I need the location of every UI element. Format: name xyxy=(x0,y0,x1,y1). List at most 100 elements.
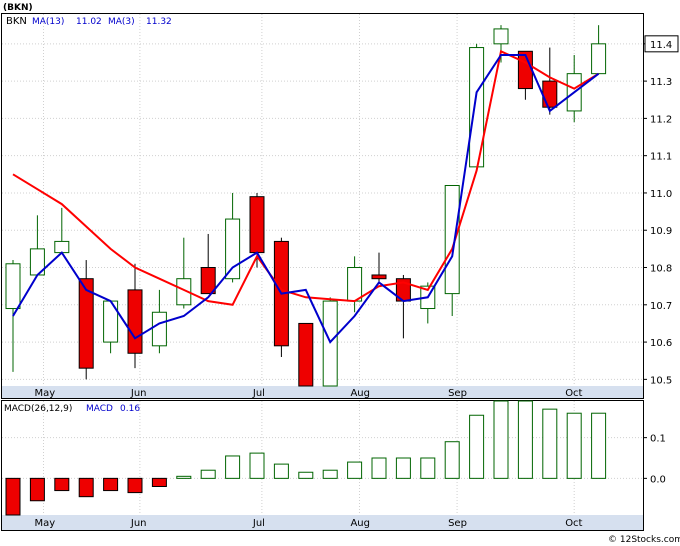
macd-month-label: Sep xyxy=(448,518,467,529)
price-tick-label: 10.9 xyxy=(650,226,672,237)
macd-bar xyxy=(566,412,582,479)
price-panel xyxy=(1,13,644,399)
macd-month-label: Aug xyxy=(350,518,370,529)
ma13-line xyxy=(12,49,600,306)
macd-bar xyxy=(176,475,192,479)
copyright-text: © 12Stocks.com xyxy=(608,535,680,545)
macd-legend: MACD(26,12,9) MACD 0.16 xyxy=(4,404,140,414)
candle-body xyxy=(298,322,314,387)
macd-panel xyxy=(1,400,644,531)
candle-body xyxy=(176,278,192,306)
macd-tick-label: 0.1 xyxy=(650,434,666,445)
candle-body xyxy=(200,267,216,295)
candle-body xyxy=(444,184,460,295)
candle xyxy=(78,260,94,380)
macd-bar xyxy=(542,408,558,479)
candle-body xyxy=(591,43,607,75)
candle-body xyxy=(5,263,21,310)
macd-bar xyxy=(444,441,460,479)
candle xyxy=(273,237,289,357)
macd-month-label: Oct xyxy=(565,518,582,529)
macd-month-label: Jun xyxy=(130,518,147,529)
price-tick-label: 10.7 xyxy=(650,301,672,312)
price-tick-label: 11.3 xyxy=(650,77,672,88)
macd-bar xyxy=(273,463,289,479)
macd-bar xyxy=(517,400,533,479)
legend-ma3-label: MA(3) xyxy=(108,17,135,27)
macd-bars xyxy=(5,400,607,516)
macd-legend-value: 0.16 xyxy=(120,404,140,414)
macd-bar xyxy=(322,469,338,479)
candle xyxy=(298,322,314,387)
candle-body xyxy=(127,289,143,354)
macd-bar xyxy=(493,400,509,479)
price-month-band xyxy=(2,386,643,398)
candle-body xyxy=(78,278,94,369)
ma3-line xyxy=(12,54,600,344)
macd-month-band xyxy=(2,515,643,530)
price-month-label: Aug xyxy=(350,388,370,399)
legend-ma13-value: 11.02 xyxy=(76,17,102,27)
candle-body xyxy=(542,80,558,108)
macd-bar xyxy=(29,477,45,502)
chart-title: (BKN) xyxy=(3,3,33,13)
candle-body xyxy=(225,218,241,280)
price-month-label: May xyxy=(35,388,56,399)
macd-bar xyxy=(78,477,94,498)
candle xyxy=(371,252,387,283)
candle-body xyxy=(371,274,387,280)
candle xyxy=(493,25,509,63)
price-tick-label: 11.1 xyxy=(650,152,672,163)
candle-body xyxy=(347,267,363,302)
candle xyxy=(127,263,143,369)
candle xyxy=(151,289,167,354)
macd-bar xyxy=(151,477,167,488)
macd-bar xyxy=(5,477,21,516)
macd-month-label: May xyxy=(35,518,56,529)
macd-bar xyxy=(103,477,119,492)
macd-bar xyxy=(225,455,241,479)
price-month-label: Jun xyxy=(130,388,147,399)
candle-body xyxy=(249,196,265,254)
price-tick-label: 11.0 xyxy=(650,189,672,200)
legend-ma13-label: MA(13) xyxy=(32,17,64,27)
macd-month-label: Jul xyxy=(252,518,265,529)
price-tick-label: 10.8 xyxy=(650,264,672,275)
candle xyxy=(176,237,192,309)
candle xyxy=(29,215,45,276)
legend-ma3-value: 11.32 xyxy=(146,17,172,27)
macd-bar xyxy=(347,461,363,479)
macd-bar xyxy=(298,471,314,479)
macd-bar xyxy=(420,457,436,479)
price-month-label: Sep xyxy=(448,388,467,399)
macd-bar xyxy=(395,457,411,479)
candle xyxy=(591,25,607,75)
candle xyxy=(347,256,363,313)
macd-bar xyxy=(200,469,216,479)
macd-tick-label: 0.0 xyxy=(650,474,666,485)
legend-symbol: BKN xyxy=(6,16,27,27)
price-month-label: Jul xyxy=(252,388,265,399)
macd-title: MACD(26,12,9) xyxy=(4,404,72,414)
last-price-label: 11.4 xyxy=(650,40,672,51)
price-month-axis: May Jun Jul Aug Sep Oct xyxy=(2,386,643,399)
price-tick-label: 11.2 xyxy=(650,114,672,125)
price-tick-label: 10.6 xyxy=(650,338,672,349)
price-month-label: Oct xyxy=(565,388,582,399)
macd-bar xyxy=(591,412,607,479)
macd-bar xyxy=(469,414,485,479)
macd-legend-label: MACD xyxy=(86,404,113,414)
macd-bar xyxy=(249,452,265,479)
price-legend: BKN MA(13) 11.02 MA(3) 11.32 xyxy=(6,16,172,27)
macd-bar xyxy=(127,477,143,494)
candle xyxy=(200,233,216,295)
candle-body xyxy=(493,28,509,45)
price-y-axis: 10.5 10.6 10.7 10.8 10.9 11.0 11.1 11.2 11.3 11.4 xyxy=(643,40,672,386)
macd-bar xyxy=(371,457,387,479)
candle xyxy=(469,43,485,168)
macd-y-axis: 0.0 0.1 xyxy=(643,434,666,485)
candle-body xyxy=(54,240,70,254)
macd-bar xyxy=(54,477,70,492)
price-tick-label: 10.5 xyxy=(650,375,672,386)
